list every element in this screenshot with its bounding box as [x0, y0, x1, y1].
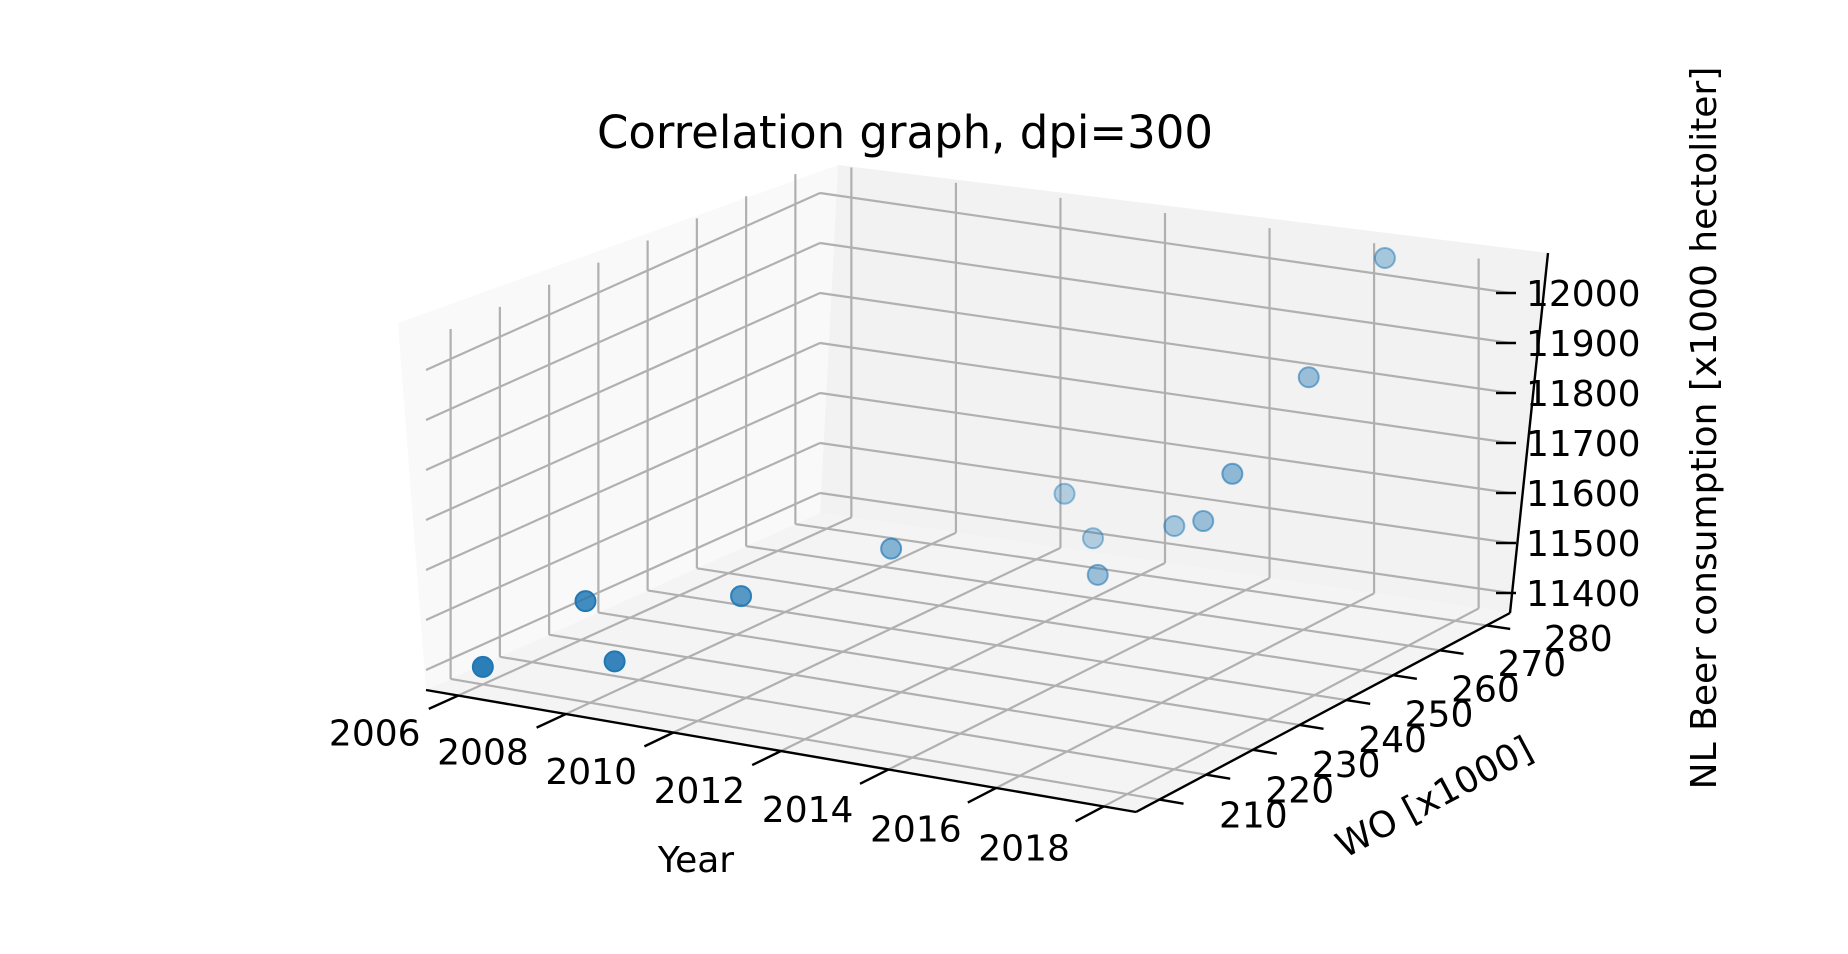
z-gridline	[819, 241, 1511, 345]
y-tick-label: 260	[1451, 669, 1520, 710]
x-tick-mark	[536, 712, 567, 729]
y-tick-mark	[1159, 798, 1184, 805]
x-tick-label: 2006	[329, 713, 421, 754]
tick-marks	[428, 291, 1516, 823]
z-axis-line	[1508, 252, 1550, 614]
grid-lines	[425, 167, 1511, 808]
z-gridline	[425, 291, 821, 472]
z-tick-label: 11400	[1526, 574, 1641, 615]
x-gridline	[888, 577, 1271, 771]
z-gridline	[425, 491, 821, 672]
z-tick-label: 11600	[1526, 474, 1641, 515]
y-axis-line	[1135, 611, 1511, 814]
y-tick-mark	[1439, 649, 1464, 656]
z-gridline	[819, 391, 1511, 495]
z-gridline	[425, 341, 821, 522]
data-point	[1297, 366, 1320, 389]
x-tick-mark	[751, 749, 782, 767]
x-tick-label: 2012	[654, 771, 746, 812]
x-tick-mark	[428, 694, 459, 710]
y-tick-label: 220	[1265, 770, 1334, 811]
z-tick-label: 12000	[1526, 274, 1641, 315]
x-tick-label: 2018	[978, 829, 1070, 870]
x-gridline	[1103, 607, 1480, 808]
data-point	[1192, 510, 1215, 533]
y-gridline	[548, 633, 1254, 751]
data-point	[1163, 514, 1186, 537]
x-tick-label: 2014	[762, 790, 854, 831]
data-point	[603, 650, 626, 673]
x-tick-mark	[967, 786, 997, 804]
z-gridline	[425, 191, 821, 372]
z-tick-label: 11800	[1526, 374, 1641, 415]
x-tick-label: 2008	[437, 733, 529, 774]
y-tick-label: 240	[1358, 720, 1427, 761]
z-gridline	[425, 391, 821, 572]
z-tick-label: 11700	[1526, 424, 1641, 465]
z-gridline	[819, 291, 1511, 395]
y-gridline	[450, 677, 1160, 801]
tick-labels: 2006 2008 2010 2012 2014 2016 2018 210220230240…	[329, 274, 1641, 870]
data-point	[574, 590, 597, 613]
y-tick-label: 210	[1219, 796, 1288, 837]
data-points	[471, 246, 1396, 678]
z-gridline	[819, 491, 1511, 595]
z-axis-label: NL Beer consumption [x1000 hectoliter]	[1684, 67, 1725, 790]
x-tick-mark	[1075, 805, 1105, 823]
x-gridline	[565, 531, 957, 716]
y-tick-mark	[1205, 773, 1231, 780]
chart-title: Correlation graph, dpi=300	[597, 106, 1213, 159]
y-gridline	[499, 655, 1207, 776]
y-tick-mark	[1486, 624, 1511, 631]
y-gridline	[647, 589, 1347, 702]
z-gridline	[425, 241, 821, 422]
z-gridline	[819, 341, 1511, 445]
z-gridline	[819, 191, 1511, 295]
y-tick-mark	[1299, 723, 1324, 730]
y-gridline	[696, 567, 1394, 677]
data-point	[1373, 246, 1396, 269]
z-gridline	[819, 441, 1511, 545]
pane-back-wall	[820, 165, 1548, 613]
x-gridline	[672, 546, 1061, 734]
data-point	[1086, 563, 1109, 586]
x-tick-label: 2010	[545, 752, 637, 793]
x-tick-mark	[859, 768, 890, 785]
y-gridline	[745, 545, 1441, 652]
y-gridline	[598, 611, 1300, 727]
y-tick-mark	[1252, 748, 1278, 755]
y-gridline	[795, 522, 1487, 627]
y-tick-label: 250	[1405, 695, 1474, 736]
x-gridline	[780, 562, 1166, 752]
x-gridline	[995, 592, 1375, 789]
data-point	[880, 537, 903, 560]
data-point	[471, 655, 494, 678]
y-tick-mark	[1392, 674, 1418, 681]
y-tick-mark	[1346, 698, 1371, 705]
x-tick-mark	[643, 731, 674, 748]
data-point	[730, 585, 753, 608]
data-point	[1082, 527, 1104, 550]
data-point	[1221, 462, 1244, 485]
y-tick-label: 230	[1312, 745, 1381, 786]
data-point	[1053, 482, 1076, 505]
z-tick-label: 11500	[1526, 524, 1641, 565]
x-axis-label: Year	[657, 840, 734, 881]
z-tick-label: 11900	[1526, 324, 1641, 365]
y-tick-label: 280	[1544, 619, 1613, 660]
x-tick-label: 2016	[870, 809, 962, 850]
y-tick-label: 270	[1497, 644, 1566, 685]
x-gridline	[457, 516, 852, 697]
pane-left-wall	[398, 165, 838, 690]
z-gridline	[425, 441, 821, 622]
